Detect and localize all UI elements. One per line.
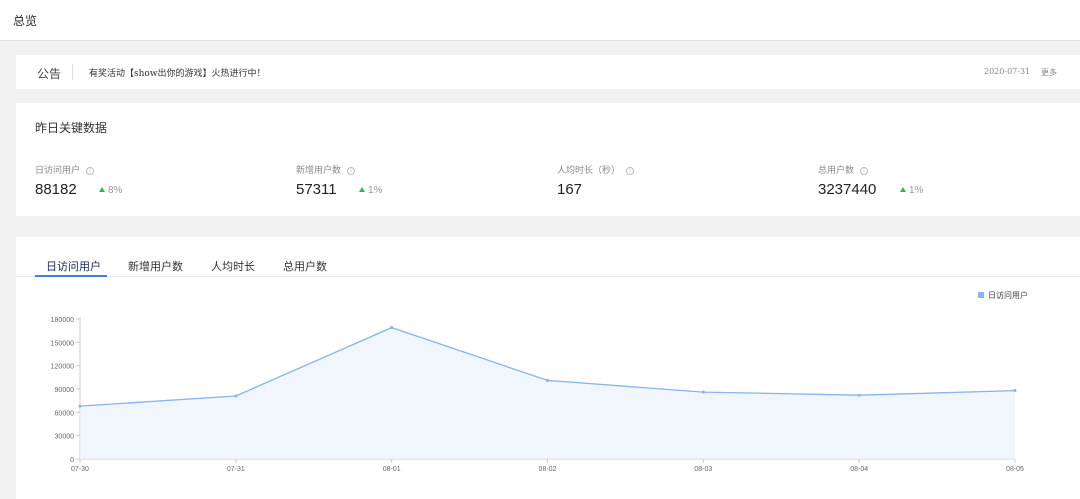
- notice-divider: [72, 64, 73, 80]
- y-tick-label: 150000: [51, 340, 74, 347]
- info-icon[interactable]: i: [347, 166, 356, 175]
- data-point[interactable]: [701, 390, 705, 394]
- y-tick-label: 90000: [55, 387, 75, 394]
- stat-change: 8%: [99, 185, 122, 196]
- data-point[interactable]: [857, 393, 861, 397]
- series-area: [80, 327, 1015, 459]
- stat-value: 3237440: [818, 181, 877, 198]
- y-tick-label: 120000: [51, 364, 74, 371]
- stat-value: 88182: [35, 181, 77, 198]
- stat-avg-duration: 人均时长（秒） i 167: [557, 163, 807, 203]
- notice-date: 2020-07-31: [984, 67, 1031, 76]
- x-tick-label: 08-02: [539, 466, 557, 473]
- stat-label: 人均时长（秒）: [557, 166, 621, 176]
- active-tab-indicator: [35, 275, 107, 277]
- y-axis: 0 30000 60000 90000 120000 150000 180000: [51, 317, 81, 464]
- legend-label: 日访问用户: [988, 290, 1028, 300]
- notice-more-link[interactable]: 更多: [1041, 68, 1057, 77]
- x-tick-label: 07-31: [227, 466, 245, 473]
- tab-daily-visitors[interactable]: 日访问用户: [46, 260, 101, 273]
- chart-tabs: 日访问用户 新增用户数 人均时长 总用户数: [16, 254, 1080, 277]
- y-tick-label: 30000: [55, 434, 75, 441]
- notice-text[interactable]: 有奖活动【show出你的游戏】火热进行中！: [89, 69, 266, 79]
- key-data-heading: 昨日关键数据: [35, 121, 108, 135]
- data-point[interactable]: [78, 404, 82, 408]
- x-axis: 07-30 07-31 08-01 08-02 08-03 08-04 08-05: [71, 458, 1024, 473]
- y-tick-label: 60000: [55, 410, 75, 417]
- x-tick-label: 08-04: [850, 466, 868, 473]
- stat-value: 167: [557, 181, 583, 198]
- data-point[interactable]: [234, 394, 238, 398]
- x-tick-label: 08-03: [694, 466, 712, 473]
- stat-change: 1%: [359, 185, 382, 196]
- key-data-panel: 昨日关键数据 日访问用户 i 88182 8% 新增用户数 i 57311 1% 人…: [16, 103, 1080, 216]
- data-point[interactable]: [390, 326, 394, 330]
- info-icon[interactable]: i: [860, 166, 869, 175]
- tab-avg-duration[interactable]: 人均时长: [211, 260, 255, 273]
- x-tick-label: 08-05: [1006, 466, 1024, 473]
- stat-total-users: 总用户数 i 3237440 1%: [818, 163, 1068, 203]
- stat-label: 日访问用户: [35, 166, 81, 176]
- info-icon[interactable]: i: [626, 166, 635, 175]
- stat-label: 新增用户数: [296, 166, 342, 176]
- stat-daily-visitors: 日访问用户 i 88182 8%: [35, 163, 285, 203]
- tab-new-users[interactable]: 新增用户数: [128, 260, 183, 273]
- up-arrow-icon: [900, 187, 906, 192]
- line-chart: 日访问用户 0 30000 60000 90000 120000 150000 180000…: [51, 290, 1028, 473]
- y-tick-label: 180000: [51, 317, 74, 324]
- data-point[interactable]: [546, 378, 549, 382]
- notice-label: 公告: [37, 67, 62, 81]
- plot-area: [78, 326, 1017, 459]
- stat-new-users: 新增用户数 i 57311 1%: [296, 163, 546, 203]
- tab-total-users[interactable]: 总用户数: [283, 260, 327, 273]
- legend-swatch: [978, 292, 984, 298]
- chart-legend[interactable]: 日访问用户: [978, 290, 1028, 300]
- stat-value: 57311: [296, 181, 337, 198]
- x-tick-label: 07-30: [71, 466, 89, 473]
- page-title: 总览: [13, 14, 38, 28]
- top-bar: 总览: [0, 0, 1080, 41]
- up-arrow-icon: [99, 187, 105, 192]
- stat-change: 1%: [900, 185, 923, 196]
- x-tick-label: 08-01: [383, 466, 401, 473]
- notice-bar: 公告 有奖活动【show出你的游戏】火热进行中！ 2020-07-31 更多: [16, 55, 1080, 89]
- stat-label: 总用户数: [818, 166, 855, 176]
- chart-panel: 日访问用户 新增用户数 人均时长 总用户数 日访问用户 0 30000 60000 9…: [16, 237, 1080, 499]
- up-arrow-icon: [359, 187, 365, 192]
- y-tick-label: 0: [70, 457, 74, 464]
- info-icon[interactable]: i: [86, 166, 95, 175]
- data-point[interactable]: [1013, 389, 1017, 393]
